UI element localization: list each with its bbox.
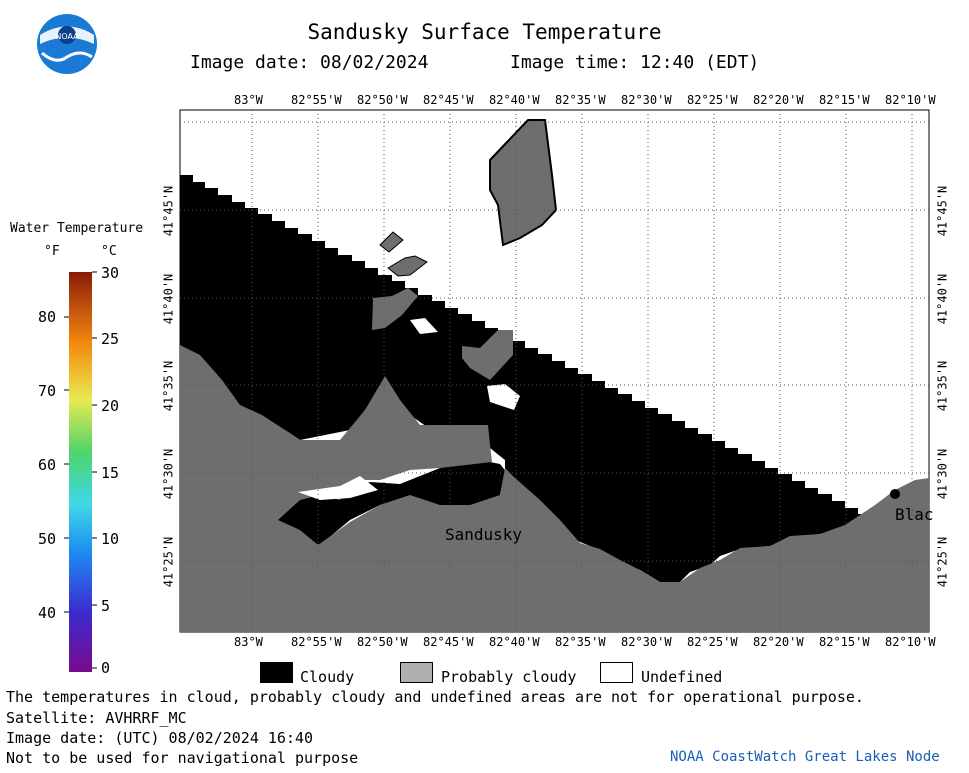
lat-label: 41°40'N xyxy=(935,273,950,325)
lat-label: 41°30'N xyxy=(935,448,950,500)
lon-label: 82°25'W xyxy=(687,93,738,107)
lat-label: 41°40'N xyxy=(161,273,176,325)
probably-cloudy-patch xyxy=(379,231,404,253)
lon-label: 82°45'W xyxy=(423,635,474,649)
satellite-text: Satellite: AVHRRF_MC xyxy=(6,709,187,727)
lon-label: 82°35'W xyxy=(555,93,606,107)
lon-label: 82°25'W xyxy=(687,635,738,649)
lat-label: 41°35'N xyxy=(935,360,950,412)
lat-label: 41°25'N xyxy=(935,536,950,588)
lon-label: 82°50'W xyxy=(357,635,408,649)
lon-label: 82°45'W xyxy=(423,93,474,107)
probably-cloudy-patch xyxy=(462,330,513,380)
lon-label: 82°55'W xyxy=(291,635,342,649)
lon-label: 82°15'W xyxy=(819,93,870,107)
c-tick-label: 10 xyxy=(101,530,120,548)
lon-label: 82°10'W xyxy=(885,93,936,107)
noaa-logo: NOAA xyxy=(37,14,97,74)
colorbar-title: Water Temperature xyxy=(10,221,144,236)
probably-cloudy-patch xyxy=(489,119,558,247)
lat-label: 41°25'N xyxy=(161,536,176,588)
lat-label: 41°45'N xyxy=(935,185,950,237)
legend-swatch-cloudy xyxy=(260,662,293,683)
c-tick-label: 30 xyxy=(101,264,120,282)
lon-label: 83°W xyxy=(234,635,263,649)
c-tick-label: 5 xyxy=(101,597,111,615)
c-tick-label: 15 xyxy=(101,464,120,482)
lon-label: 82°10'W xyxy=(885,635,936,649)
probably-cloudy-region xyxy=(180,345,929,632)
legend-swatch-probably-cloudy xyxy=(400,662,433,683)
cloudy-region xyxy=(180,175,870,582)
f-tick-label: 60 xyxy=(38,456,57,474)
probably-cloudy-patch xyxy=(387,255,428,277)
credit-text: NOAA CoastWatch Great Lakes Node xyxy=(670,749,940,765)
f-tick-label: 50 xyxy=(38,530,57,548)
lon-label: 82°20'W xyxy=(753,635,804,649)
legend-swatch-undefined xyxy=(600,662,633,683)
image-time: Image time: 12:40 (EDT) xyxy=(510,52,760,73)
place-label-blac: Blac xyxy=(895,505,934,524)
lon-label: 82°40'W xyxy=(489,635,540,649)
colorbar-unit-f: °F xyxy=(44,244,60,259)
place-label-sandusky: Sandusky xyxy=(445,525,523,544)
nav-warning-text: Not to be used for navigational purpose xyxy=(6,749,359,767)
lon-label: 82°40'W xyxy=(489,93,540,107)
undefined-patch xyxy=(410,318,438,334)
lon-label: 82°15'W xyxy=(819,635,870,649)
logo-text: NOAA xyxy=(55,32,79,41)
legend-label-undefined: Undefined xyxy=(641,668,723,686)
lat-label: 41°35'N xyxy=(161,360,176,412)
lon-label: 82°20'W xyxy=(753,93,804,107)
c-tick-label: 20 xyxy=(101,397,120,415)
legend-label-probably-cloudy: Probably cloudy xyxy=(441,668,577,686)
lon-label: 82°35'W xyxy=(555,635,606,649)
f-tick-label: 40 xyxy=(38,604,57,622)
lon-label: 82°30'W xyxy=(621,93,672,107)
legend-label-cloudy: Cloudy xyxy=(300,668,355,686)
f-tick-label: 70 xyxy=(38,382,57,400)
map-title: Sandusky Surface Temperature xyxy=(307,20,662,44)
lat-label: 41°30'N xyxy=(161,448,176,500)
disclaimer-text: The temperatures in cloud, probably clou… xyxy=(6,688,864,706)
f-tick-label: 80 xyxy=(38,308,57,326)
c-tick-label: 25 xyxy=(101,330,120,348)
lon-label: 83°W xyxy=(234,93,263,107)
c-tick-label: 0 xyxy=(101,659,111,677)
undefined-patch xyxy=(487,384,520,410)
utc-date-text: Image date: (UTC) 08/02/2024 16:40 xyxy=(6,729,314,747)
grid xyxy=(180,110,929,632)
colorbar-unit-c: °C xyxy=(101,244,117,259)
lon-label: 82°55'W xyxy=(291,93,342,107)
lon-label: 82°50'W xyxy=(357,93,408,107)
image-date: Image date: 08/02/2024 xyxy=(190,52,429,73)
lon-label: 82°30'W xyxy=(621,635,672,649)
colorbar-gradient xyxy=(69,272,92,672)
lat-label: 41°45'N xyxy=(161,185,176,237)
blac-marker xyxy=(890,489,900,499)
